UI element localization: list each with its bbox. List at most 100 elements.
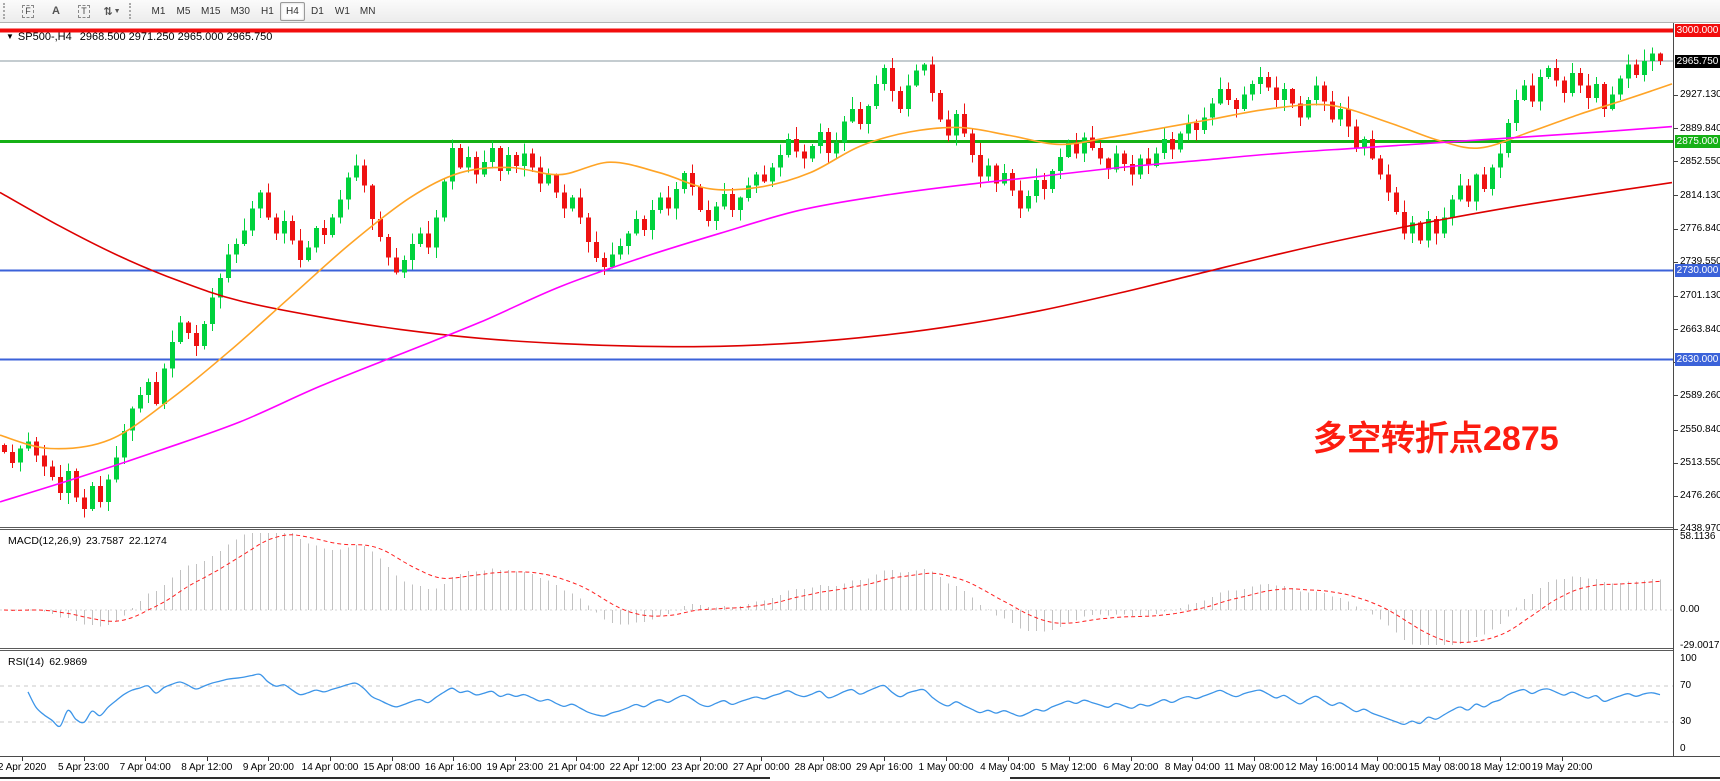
time-label: 8 May 04:00 bbox=[1164, 762, 1220, 773]
time-label: 22 Apr 12:00 bbox=[609, 762, 667, 773]
timeframe-button-d1[interactable]: D1 bbox=[311, 5, 324, 17]
time-label: 29 Apr 16:00 bbox=[856, 762, 913, 773]
time-tick bbox=[1007, 757, 1009, 761]
timeframe-button-h1[interactable]: H1 bbox=[261, 5, 274, 17]
time-label: 4 May 04:00 bbox=[980, 762, 1036, 773]
time-tick bbox=[638, 757, 639, 761]
time-tick bbox=[1254, 757, 1255, 761]
time-tick bbox=[576, 757, 578, 761]
scale-tick bbox=[1674, 228, 1678, 230]
time-axis[interactable]: 2 Apr 2020 5 Apr 23:00 7 Apr 04:00 8 Apr 12… bbox=[0, 756, 1720, 776]
price-tick-label: 2550.840 bbox=[1680, 424, 1720, 435]
horizontal-scrollbar[interactable] bbox=[0, 777, 770, 779]
time-tick bbox=[330, 757, 331, 761]
slow-ma-line bbox=[0, 181, 1673, 348]
time-label: 18 May 12:00 bbox=[1470, 762, 1531, 773]
time-tick bbox=[514, 757, 516, 761]
time-tick bbox=[268, 757, 270, 761]
time-tick bbox=[761, 757, 763, 761]
scale-tick bbox=[1674, 329, 1678, 330]
price-tick-label: 2814.130 bbox=[1680, 189, 1720, 201]
text-tool-button[interactable]: A bbox=[44, 2, 68, 21]
time-label: 19 May 20:00 bbox=[1531, 762, 1593, 773]
time-tick bbox=[946, 757, 947, 761]
timeframe-button-h4[interactable]: H4 bbox=[279, 1, 305, 21]
arrows-tool-icon: ⇅ bbox=[103, 5, 113, 18]
long-ma-line bbox=[0, 125, 1673, 503]
panel-divider-macd[interactable] bbox=[0, 527, 1720, 530]
medium-ma-line bbox=[0, 83, 1673, 450]
price-tick-label: 2438.970 bbox=[1680, 523, 1720, 535]
chart-ohlc-values: 2968.500 2971.250 2965.000 2965.750 bbox=[79, 31, 273, 43]
text-label-tool-button[interactable]: T bbox=[72, 2, 96, 21]
price-tick-label: 2476.260 bbox=[1680, 490, 1720, 502]
time-label: 12 May 16:00 bbox=[1285, 762, 1346, 773]
time-label: 28 Apr 08:00 bbox=[794, 762, 852, 773]
price-tick-label: 2513.550 bbox=[1680, 457, 1720, 469]
horizontal-scrollbar-right[interactable] bbox=[1010, 777, 1720, 779]
chart-title-bar: ▼ SP500-,H4 2968.500 2971.250 2965.000 296… bbox=[6, 31, 272, 43]
rsi-scale-label: 30 bbox=[1680, 716, 1692, 727]
macd-scale-label: -29.0017 bbox=[1680, 640, 1720, 652]
macd-panel: MACD(12,26,9) 23.7587 22.1274 bbox=[0, 530, 1673, 648]
time-label: 11 May 08:00 bbox=[1224, 762, 1284, 773]
scale-tick bbox=[1674, 495, 1678, 497]
scale-tick bbox=[1674, 528, 1678, 530]
time-label: 5 May 12:00 bbox=[1041, 762, 1097, 773]
time-tick bbox=[453, 757, 455, 761]
time-tick bbox=[145, 757, 147, 761]
fibonacci-tool-button[interactable]: F bbox=[16, 2, 40, 21]
rsi-scale-label: 100 bbox=[1680, 653, 1697, 664]
timeframe-button-m30[interactable]: M30 bbox=[230, 5, 250, 17]
time-tick bbox=[83, 757, 85, 761]
panel-divider-rsi[interactable] bbox=[0, 648, 1720, 651]
price-tick-label: 2889.840 bbox=[1680, 122, 1720, 134]
text-label-tool-icon: T bbox=[78, 4, 90, 18]
time-label: 14 May 00:00 bbox=[1346, 762, 1408, 773]
main-chart-panel: ▼ SP500-,H4 2968.500 2971.250 2965.000 296… bbox=[0, 23, 1673, 528]
timeframe-button-w1[interactable]: W1 bbox=[334, 5, 350, 17]
time-tick bbox=[1377, 757, 1379, 761]
price-badge: 2875.000 bbox=[1675, 135, 1720, 149]
macd-scale-label: 58.1136 bbox=[1680, 531, 1716, 542]
macd-chart bbox=[0, 533, 1673, 645]
time-label: 1 May 00:00 bbox=[918, 762, 974, 773]
price-tick-label: 2927.130 bbox=[1680, 89, 1720, 101]
chart-symbol-label: SP500-,H4 bbox=[17, 31, 72, 43]
rsi-value: 62.9869 bbox=[49, 656, 88, 668]
macd-histogram bbox=[12, 533, 1661, 645]
chevron-down-icon[interactable]: ▼ bbox=[6, 32, 14, 41]
timeframe-button-m1[interactable]: M1 bbox=[151, 5, 166, 17]
timeframe-button-mn[interactable]: MN bbox=[359, 5, 376, 17]
toolbar-grip-2[interactable] bbox=[129, 3, 137, 19]
rsi-line bbox=[27, 673, 1661, 728]
macd-signal-value: 22.1274 bbox=[128, 535, 167, 547]
timeframe-buttons-group: M1 M5 M15 M30 H1 H4 D1 W1 MN bbox=[146, 1, 380, 21]
time-label: 14 Apr 00:00 bbox=[301, 762, 359, 773]
time-label: 8 Apr 12:00 bbox=[181, 762, 233, 773]
time-label: 16 Apr 16:00 bbox=[424, 762, 482, 773]
arrows-tool-button[interactable]: ⇅ ▼ bbox=[100, 2, 124, 21]
macd-value: 23.7587 bbox=[85, 535, 124, 547]
scale-tick bbox=[1674, 161, 1678, 163]
price-scale[interactable]: 2927.130 2889.840 2852.550 2814.130 2776.840… bbox=[1673, 23, 1720, 756]
time-tick bbox=[1438, 757, 1440, 761]
toolbar-grip[interactable] bbox=[3, 3, 11, 19]
time-tick bbox=[206, 757, 208, 761]
scale-tick bbox=[1674, 94, 1678, 96]
macd-scale-label: 0.00 bbox=[1680, 604, 1700, 615]
timeframe-button-m5[interactable]: M5 bbox=[176, 5, 191, 17]
timeframe-button-m15[interactable]: M15 bbox=[201, 5, 221, 17]
time-tick bbox=[1562, 757, 1563, 761]
price-badge: 3000.000 bbox=[1675, 24, 1720, 38]
rsi-panel: RSI(14) 62.9869 bbox=[0, 651, 1673, 756]
scale-tick bbox=[1674, 429, 1678, 431]
price-tick-label: 2663.840 bbox=[1680, 323, 1720, 335]
candlestick-chart bbox=[0, 28, 1673, 518]
price-tick-label: 2701.130 bbox=[1680, 290, 1720, 302]
price-tick-label: 2589.260 bbox=[1680, 389, 1720, 401]
time-tick bbox=[391, 757, 393, 761]
scale-tick bbox=[1674, 195, 1678, 197]
rsi-label: RSI(14) bbox=[8, 656, 45, 668]
price-badge: 2965.750 bbox=[1675, 54, 1720, 68]
